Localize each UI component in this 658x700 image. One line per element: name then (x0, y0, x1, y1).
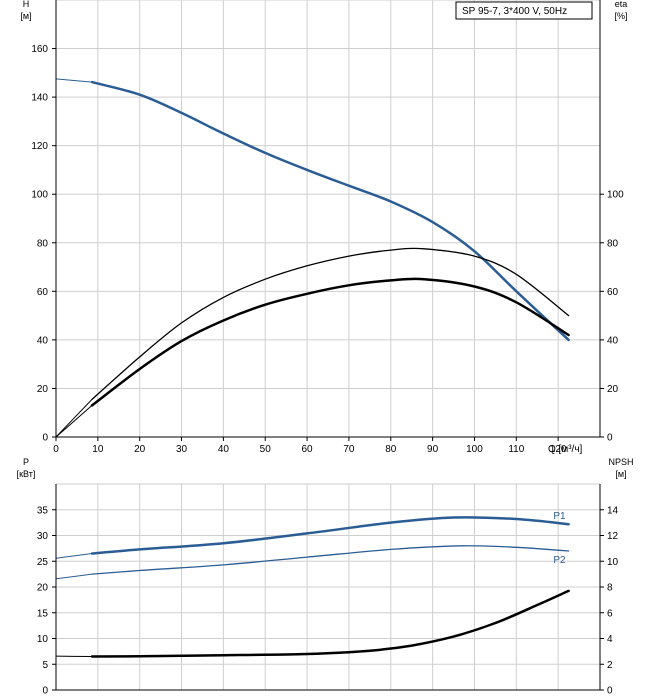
top-left-tick-label: 60 (37, 287, 49, 298)
bottom-left-tick-label: 0 (42, 686, 48, 697)
x-tick-label: 50 (260, 444, 272, 455)
bottom-right-tick-label: 14 (607, 505, 619, 516)
x-axis-title: Q [м³/ч] (548, 444, 583, 455)
top-right-axis-title: eta (615, 0, 628, 9)
x-tick-label: 60 (302, 444, 314, 455)
x-tick-label: 40 (218, 444, 230, 455)
bottom-left-axis-unit: [кВт] (17, 469, 36, 479)
bottom-left-tick-label: 35 (37, 505, 49, 516)
bottom-left-tick-label: 10 (37, 634, 49, 645)
series-label-P2: P2 (553, 555, 566, 566)
top-left-tick-label: 40 (37, 335, 49, 346)
x-tick-label: 0 (53, 444, 59, 455)
bottom-chart-grid (55, 483, 601, 691)
bottom-right-tick-label: 10 (607, 557, 619, 568)
x-tick-label: 100 (466, 444, 483, 455)
legend-box (455, 1, 593, 20)
bottom-left-axis-title: P (23, 457, 29, 467)
top-left-tick-label: 20 (37, 384, 49, 395)
x-tick-label: 30 (176, 444, 188, 455)
top-left-tick-label: 160 (31, 44, 48, 55)
bottom-left-tick-label: 15 (37, 608, 49, 619)
bottom-left-tick-label: 5 (42, 660, 48, 671)
top-right-tick-label: 0 (607, 433, 613, 444)
curve-H-extension (55, 78, 93, 83)
curve-eta_pump-extension (55, 399, 93, 438)
top-left-tick-label: 100 (31, 190, 48, 201)
bottom-left-tick-label: 25 (37, 557, 49, 568)
top-right-tick-label: 40 (607, 335, 619, 346)
curve-NPSH (90, 589, 570, 658)
bottom-right-axis-unit: [м] (615, 469, 626, 479)
curve-P2 (91, 545, 570, 575)
series-label-P1: P1 (553, 511, 566, 522)
x-tick-label: 80 (385, 444, 397, 455)
x-tick-label: 90 (427, 444, 439, 455)
axes (52, 0, 604, 691)
bottom-right-tick-label: 2 (607, 660, 613, 671)
top-right-axis-unit: [%] (614, 11, 627, 21)
bottom-right-tick-label: 4 (607, 634, 613, 645)
curve-eta_total (90, 277, 570, 407)
top-right-tick-label: 20 (607, 384, 619, 395)
bottom-left-tick-label: 20 (37, 583, 49, 594)
x-tick-label: 110 (508, 444, 524, 455)
top-left-axis-title: H (23, 0, 30, 9)
top-right-tick-label: 80 (607, 238, 619, 249)
curve-P1 (90, 516, 570, 555)
axis-labels: 020406080100120140160020406080100H[м]eta… (17, 0, 634, 697)
x-tick-label: 120 (550, 444, 567, 455)
x-tick-label: 70 (343, 444, 355, 455)
x-tick-label: 20 (134, 444, 146, 455)
top-left-tick-label: 120 (31, 141, 48, 152)
bottom-right-axis-title: NPSH (608, 457, 633, 467)
curves (55, 78, 570, 658)
top-right-tick-label: 100 (607, 190, 624, 201)
curve-P1-extension (55, 553, 93, 559)
x-tick-label: 10 (92, 444, 104, 455)
top-left-tick-label: 0 (42, 433, 48, 444)
top-left-tick-label: 80 (37, 238, 49, 249)
curve-P2-extension (55, 573, 93, 580)
bottom-right-tick-label: 6 (607, 608, 613, 619)
bottom-left-tick-label: 30 (37, 531, 49, 542)
bottom-right-tick-label: 12 (607, 531, 619, 542)
bottom-right-tick-label: 0 (607, 686, 613, 697)
top-left-tick-label: 140 (31, 93, 48, 104)
curve-eta_total-extension (55, 405, 93, 438)
legend-text: SP 95-7, 3*400 V, 50Hz (462, 6, 567, 17)
curve-H (90, 80, 570, 342)
top-left-axis-unit: [м] (20, 11, 31, 21)
top-right-tick-label: 60 (607, 287, 619, 298)
curve-eta_pump (91, 247, 570, 401)
bottom-right-tick-label: 8 (607, 583, 613, 594)
